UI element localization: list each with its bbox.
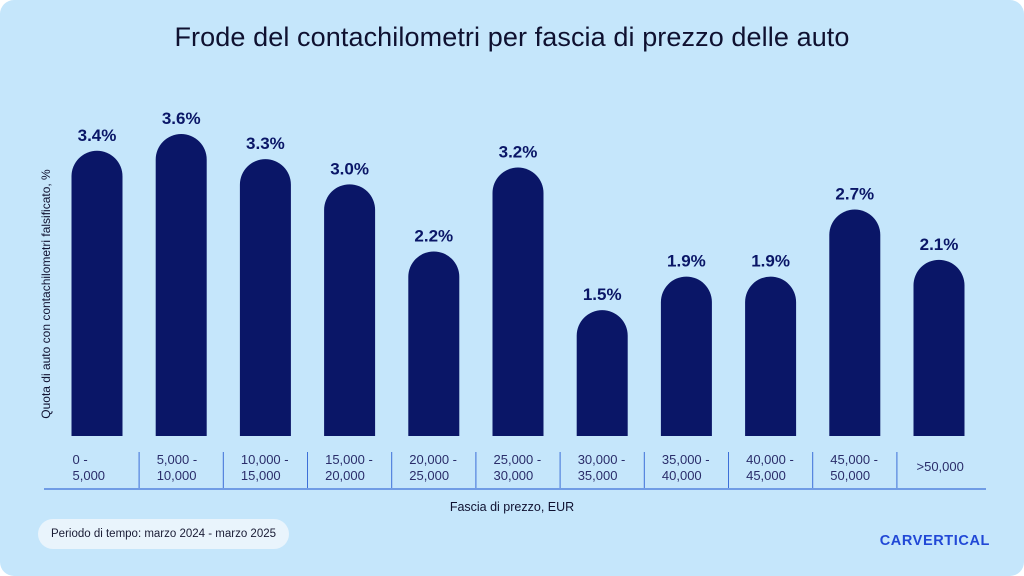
bar-7: [660, 276, 712, 436]
x-tick-label-1: 5,000 -10,000: [157, 452, 197, 483]
value-label-4: 2.2%: [414, 226, 453, 245]
value-label-7: 1.9%: [667, 252, 706, 271]
carvertical-logo: CARVERTICAL: [879, 533, 990, 549]
value-label-5: 3.2%: [499, 143, 538, 162]
x-tick-label-3: 15,000 -20,000: [325, 452, 373, 483]
x-tick-label-6: 30,000 -35,000: [578, 452, 626, 483]
bar-4: [408, 251, 460, 436]
bar-8: [745, 276, 797, 436]
bar-1: [155, 134, 207, 437]
x-axis-label: Fascia di prezzo, EUR: [449, 500, 575, 514]
value-label-3: 3.0%: [330, 159, 369, 178]
bar-2: [239, 159, 291, 436]
bar-5: [492, 167, 544, 436]
value-label-2: 3.3%: [246, 134, 285, 153]
x-tick-label-7: 35,000 -40,000: [662, 452, 710, 483]
value-label-10: 2.1%: [920, 235, 959, 254]
x-tick-label-0: 0 -5,000: [73, 452, 106, 483]
x-tick-label-8: 40,000 -45,000: [746, 452, 794, 483]
bar-chart: 3.4% 0 -5,000 3.6% 5,000 -10,000 3.3% 10,000 …: [44, 109, 986, 490]
y-axis-label: Quota di auto con contachilometri falsif…: [39, 169, 53, 419]
bar-0: [71, 150, 123, 437]
value-label-9: 2.7%: [835, 185, 874, 204]
bar-9: [829, 209, 881, 436]
value-label-8: 1.9%: [751, 252, 790, 271]
x-tick-label-2: 10,000 -15,000: [241, 452, 289, 483]
x-tick-label-10: >50,000: [917, 459, 964, 474]
bar-6: [576, 310, 628, 436]
value-label-6: 1.5%: [583, 285, 622, 304]
chart-title: Frode del contachilometri per fascia di …: [174, 22, 850, 52]
x-tick-label-5: 25,000 -30,000: [494, 452, 542, 483]
x-tick-label-4: 20,000 -25,000: [409, 452, 457, 483]
bar-10: [913, 259, 965, 436]
x-tick-label-9: 45,000 -50,000: [830, 452, 878, 483]
bar-3: [324, 184, 376, 436]
value-label-1: 3.6%: [162, 109, 201, 128]
time-period-badge: Periodo di tempo: marzo 2024 - marzo 202…: [38, 519, 290, 549]
value-label-0: 3.4%: [78, 126, 117, 145]
